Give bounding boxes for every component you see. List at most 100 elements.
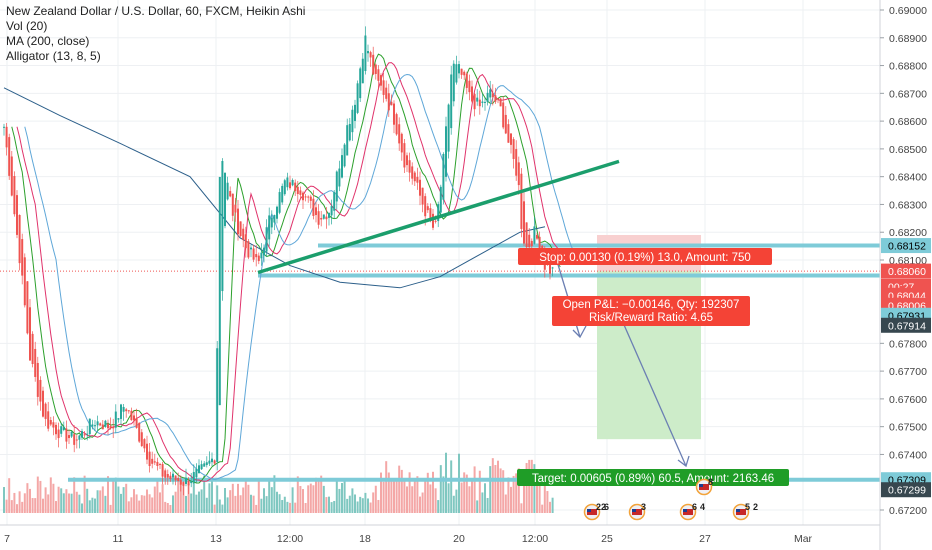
volume-bar [203,475,206,513]
legend-alligator[interactable]: Alligator (13, 8, 5) [6,49,101,63]
candle-body [432,213,434,228]
volume-bar [161,484,164,513]
volume-bar [166,502,169,513]
volume-bar [49,477,52,513]
volume-bar [445,452,447,513]
volume-bar [346,498,349,513]
volume-bar [367,498,369,513]
volume-bar [114,477,117,513]
volume-bar [138,500,141,513]
candle-body [473,93,476,110]
volume-bar [109,504,112,513]
volume-bar [239,495,242,513]
candle-body [525,222,528,248]
volume-bar [398,465,401,513]
volume-bar [198,491,200,513]
candle-body [120,404,122,419]
candle-body [421,187,424,205]
volume-bar [520,503,523,513]
candle-body [281,185,284,203]
volume-bar [257,480,260,513]
volume-bar [294,502,297,513]
target-label-box [517,469,789,486]
volume-bar [289,502,291,513]
volume-bar [374,485,377,513]
volume-bar [309,483,312,513]
time-tick-label: 12:00 [522,533,548,545]
candle-body [333,192,336,211]
volume-bar [515,473,518,513]
volume-bar [86,488,89,513]
volume-bars [3,452,554,513]
candle-body [221,161,224,292]
volume-bar [416,476,419,513]
volume-bar [395,480,398,513]
trend-line[interactable] [257,159,620,275]
price-tick-label: 0.68200 [889,227,927,239]
volume-bar [460,482,463,513]
volume-bar [307,485,310,513]
candle-body [549,262,551,274]
legend-moving-average[interactable]: MA (200, close) [6,34,90,48]
price-tick-label: 0.67700 [889,366,927,378]
candle-body [109,426,112,429]
candle-body [520,173,523,229]
volume-bar [26,483,29,513]
candle-body [192,472,195,483]
candle-body [364,35,367,72]
volume-bar [377,499,380,513]
time-axis[interactable]: 7 11 13 12:00 18 20 12:00 25 27 Mar [0,524,880,545]
candle-body [104,420,107,427]
candle-body [10,156,13,196]
volume-bar [315,477,317,513]
candle-body [94,425,96,427]
candle-body [491,93,494,98]
candles [3,26,554,496]
volume-bar [372,492,375,513]
economic-events[interactable]: 226 3 6 4 5 28 [583,477,759,521]
volume-bar [148,494,151,513]
legend-volume[interactable]: Vol (20) [6,19,48,33]
candle-body [226,182,229,200]
candle-body [398,124,401,144]
volume-bar [21,501,24,513]
candle-body [174,475,177,481]
volume-bar [234,495,237,513]
volume-bar [13,492,16,513]
candle-body [374,64,377,74]
candle-body [3,126,5,128]
candle-body [47,411,50,429]
candle-body [437,204,440,222]
candle-body [411,166,414,179]
volume-bar [224,488,226,513]
price-tag-label: 0.67299 [888,485,926,497]
volume-bar [499,468,502,513]
price-tick-label: 0.67200 [889,505,927,517]
volume-bar [23,493,26,513]
volume-bar [156,479,159,513]
volume-bar [200,489,203,513]
candle-body [455,64,458,83]
volume-bar [390,480,393,513]
volume-bar [356,501,359,513]
volume-bar [549,501,551,513]
volume-bar [476,500,479,513]
candle-body [325,216,328,220]
candle-body [70,431,73,437]
volume-bar [31,498,34,513]
candle-body [476,97,479,102]
candle-body [533,226,536,244]
volume-bar [468,486,471,513]
volume-bar [385,461,388,513]
volume-bar [486,497,489,513]
candle-body [60,426,63,434]
candle-body [16,195,18,235]
volume-bar [208,483,211,513]
candle-body [439,186,442,213]
candle-body [551,267,554,269]
candle-body [320,217,323,220]
candle-body [151,458,154,464]
candle-body [497,98,499,100]
volume-bar [421,492,424,513]
